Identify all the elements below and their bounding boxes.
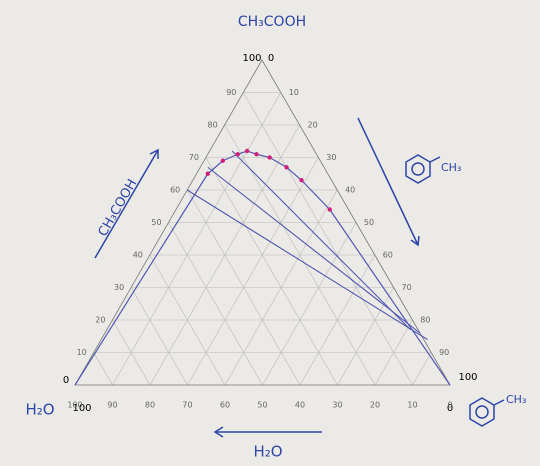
binodal-point [236, 152, 240, 156]
w-tick-label: 100 [67, 401, 82, 410]
w-tick-label: 80 [145, 401, 155, 410]
a-tick-label: 80 [208, 121, 218, 130]
a-tick-label: 20 [95, 316, 105, 325]
a-tick-label: 60 [170, 186, 180, 195]
w-tick-label: 20 [370, 401, 380, 410]
bottom-label: H₂O [253, 443, 282, 461]
binodal-point [328, 207, 332, 211]
t-tick-label: 70 [402, 283, 412, 292]
t-tick-label: 30 [326, 153, 336, 162]
w-tick-label: 90 [107, 401, 117, 410]
binodal-point [284, 165, 288, 169]
corner-label: 100 [242, 53, 261, 64]
w-tick-label: 0 [447, 401, 452, 410]
corner-label: 0 [268, 53, 274, 64]
t-tick-label: 50 [364, 218, 374, 227]
page: {"chart_data":{"type":"ternary", "top_la… [0, 0, 540, 466]
t-tick-label: 80 [420, 316, 430, 325]
a-tick-label: 90 [226, 88, 236, 97]
t-tick-label: 10 [289, 88, 299, 97]
binodal-point [267, 155, 271, 159]
binodal-point [254, 152, 258, 156]
toluene-label: CH₃ [506, 393, 526, 406]
a-tick-label: 10 [77, 348, 87, 357]
w-tick-label: 40 [295, 401, 305, 410]
t-tick-label: 20 [308, 121, 318, 130]
binodal-point [206, 172, 210, 176]
a-tick-label: 30 [114, 283, 124, 292]
w-tick-label: 10 [407, 401, 417, 410]
t-tick-label: 40 [345, 186, 355, 195]
binodal-point [221, 159, 225, 163]
toluene-label: CH₃ [441, 161, 461, 174]
paper [0, 0, 540, 466]
w-tick-label: 30 [332, 401, 342, 410]
w-tick-label: 70 [182, 401, 192, 410]
a-tick-label: 50 [151, 218, 161, 227]
a-tick-label: 70 [189, 153, 199, 162]
t-tick-label: 60 [383, 251, 393, 260]
w-tick-label: 50 [257, 401, 267, 410]
w-tick-label: 60 [220, 401, 230, 410]
binodal-point [299, 178, 303, 182]
chart: CH₃COOH H₂O H₂O CH₃COOH CH₃ CH₃ 100 0 0 … [0, 0, 540, 466]
top-label: CH₃COOH [238, 14, 306, 30]
corner-label: 0 [63, 375, 69, 386]
a-tick-label: 40 [133, 251, 143, 260]
t-tick-label: 90 [439, 348, 449, 357]
left-corner-label: H₂O [25, 401, 54, 419]
corner-label: 100 [458, 372, 477, 383]
binodal-point [245, 149, 249, 153]
